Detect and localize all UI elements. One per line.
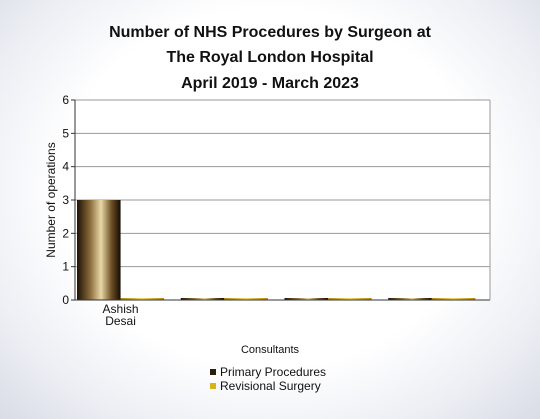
y-tick-label: 2	[62, 226, 69, 240]
x-tick-label: Desai	[105, 314, 136, 328]
bar-revisional-3	[431, 298, 476, 300]
y-tick-label: 1	[62, 260, 69, 274]
x-tick-label: Ashish	[103, 302, 139, 316]
legend-item-revisional: Revisional Surgery	[210, 379, 326, 393]
legend-swatch-primary	[210, 369, 216, 375]
x-axis-label: Consultants	[241, 344, 300, 356]
bar-revisional-1	[224, 298, 268, 300]
legend: Primary Procedures Revisional Surgery	[210, 365, 326, 393]
bar-revisional-2	[328, 298, 372, 300]
chart-title-line-3: April 2019 - March 2023	[181, 75, 359, 92]
bar-primary-1	[180, 298, 225, 300]
legend-label-primary: Primary Procedures	[220, 365, 327, 379]
legend-label-revisional: Revisional Surgery	[220, 379, 321, 393]
y-axis-label: Number of operations	[44, 142, 58, 257]
bar-primary-2	[284, 298, 329, 300]
bar-primary-0	[77, 200, 121, 300]
legend-swatch-revisional	[210, 383, 216, 389]
bar-primary-3	[388, 298, 432, 300]
legend-item-primary: Primary Procedures	[210, 365, 326, 379]
y-tick-label: 4	[62, 160, 69, 174]
y-tick-label: 6	[62, 93, 69, 107]
y-tick-label: 0	[62, 293, 69, 307]
chart-title-line-2: The Royal London Hospital	[166, 49, 374, 66]
y-tick-label: 5	[62, 126, 69, 140]
chart-title-line-1: Number of NHS Procedures by Surgeon at	[109, 24, 431, 41]
y-tick-label: 3	[62, 193, 69, 207]
bar-revisional-0	[120, 298, 165, 300]
